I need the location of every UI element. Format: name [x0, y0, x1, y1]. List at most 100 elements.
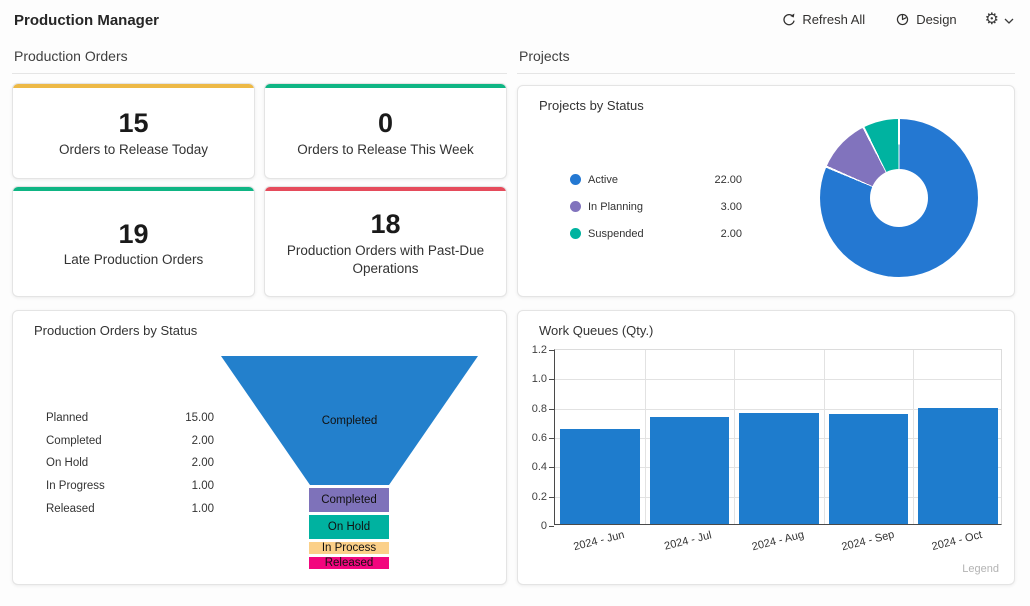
- bar-chart-plot: 1.2 1.0 0.8 0.6 0.4 0.2 0: [532, 344, 1002, 532]
- design-label: Design: [916, 12, 957, 27]
- legend-dot: [570, 228, 581, 239]
- projects-by-status-title: Projects by Status: [539, 98, 644, 113]
- x-tick-label: 2024 - Jul: [663, 529, 714, 553]
- kpi-label: Orders to Release This Week: [297, 141, 474, 157]
- gear-icon: ⚙: [984, 10, 999, 28]
- y-tick: [549, 467, 554, 469]
- gridline: [913, 350, 915, 524]
- x-tick-label: 2024 - Oct: [930, 528, 984, 554]
- chart-bar-2024-jun[interactable]: [559, 428, 640, 524]
- y-tick: [549, 526, 554, 527]
- legend-item-suspended: Suspended 2.00: [570, 220, 742, 247]
- kpi-accent-bar: [265, 84, 506, 88]
- kpi-orders-to-release-today[interactable]: 15 Orders to Release Today: [12, 83, 255, 179]
- legend-value: 2.00: [191, 434, 214, 447]
- kpi-late-production-orders[interactable]: 19 Late Production Orders: [12, 186, 255, 297]
- bar-card-title: Work Queues (Qty.): [539, 323, 654, 338]
- funnel-top-shape: [221, 356, 478, 485]
- kpi-label: Production Orders with Past-Due Operatio…: [286, 243, 485, 277]
- kpi-value: 15: [118, 108, 149, 139]
- section-production-orders-label: Production Orders: [14, 48, 128, 64]
- legend-value: 15.00: [185, 412, 214, 425]
- chart-bar-2024-aug[interactable]: [739, 412, 819, 524]
- gridline: [823, 350, 825, 524]
- y-tick-label: 0.4: [531, 461, 547, 474]
- legend-value: 22.00: [714, 173, 742, 186]
- legend-value: 2.00: [191, 457, 214, 470]
- kpi-value: 18: [370, 209, 401, 240]
- chart-legend-note: Legend: [962, 563, 999, 575]
- funnel-bar-on-hold[interactable]: On Hold: [309, 515, 389, 539]
- section-projects-label: Projects: [519, 48, 570, 64]
- y-tick: [549, 496, 554, 498]
- x-tick-label: 2024 - Sep: [840, 528, 896, 554]
- y-tick-label: 0.8: [531, 402, 547, 415]
- design-button[interactable]: Design: [889, 8, 962, 31]
- funnel-bars: Completed On Hold In Process Released: [309, 488, 389, 569]
- section-projects: Projects: [517, 44, 1015, 74]
- kpi-value: 0: [377, 108, 394, 139]
- legend-value: 3.00: [720, 200, 742, 213]
- refresh-all-label: Refresh All: [802, 12, 866, 27]
- header: Production Manager Refresh All: [0, 0, 1030, 42]
- legend-dot: [570, 201, 581, 212]
- legend-label: In Progress: [46, 480, 105, 493]
- y-tick-label: 0: [540, 520, 547, 532]
- section-production-orders: Production Orders: [12, 44, 507, 74]
- funnel-bar-in-process[interactable]: In Process: [309, 542, 389, 554]
- work-queues-card: Work Queues (Qty.) 1.2 1.0 0.8 0.6 0.4 0.2 0 2…: [517, 310, 1015, 585]
- y-tick-label: 1.2: [531, 344, 547, 356]
- y-tick: [549, 379, 554, 381]
- header-actions: Refresh All Design ⚙: [775, 8, 1018, 31]
- chart-bar-2024-oct[interactable]: [918, 408, 999, 524]
- funnel-segment-label: Completed: [321, 415, 378, 427]
- legend-value: 1.00: [191, 480, 214, 493]
- legend-label: Active: [588, 173, 618, 186]
- legend-item-released: Released 1.00: [46, 497, 214, 520]
- y-tick: [549, 408, 554, 410]
- legend-item-active: Active 22.00: [570, 166, 742, 193]
- legend-item-planned: Planned 15.00: [46, 407, 214, 430]
- gridline: [644, 350, 646, 524]
- legend-label: Released: [46, 502, 95, 515]
- kpi-accent-bar: [265, 187, 506, 191]
- donut-chart[interactable]: [820, 119, 978, 277]
- legend-label: Planned: [46, 412, 89, 425]
- chart-bar-2024-sep[interactable]: [828, 414, 909, 524]
- chart-bar-2024-jul[interactable]: [649, 416, 730, 524]
- legend-item-on-hold: On Hold 2.00: [46, 452, 214, 475]
- funnel-segment-top[interactable]: Completed: [221, 356, 478, 485]
- y-tick-label: 0.6: [531, 432, 547, 444]
- gridline: [734, 350, 736, 524]
- legend-label: On Hold: [46, 457, 89, 470]
- legend-item-in-planning: In Planning 3.00: [570, 193, 742, 220]
- settings-menu-button[interactable]: ⚙: [981, 9, 1018, 31]
- x-tick-label: 2024 - Aug: [750, 528, 806, 554]
- funnel-chart: Completed Completed On Hold In Process Rele…: [221, 356, 478, 571]
- production-orders-by-status-card: Production Orders by Status Planned 15.0…: [12, 310, 507, 585]
- kpi-orders-to-release-this-week[interactable]: 0 Orders to Release This Week: [264, 83, 507, 179]
- donut-hole: [870, 169, 928, 227]
- legend-label: In Planning: [588, 200, 644, 213]
- legend-dot: [570, 174, 581, 185]
- x-tick-label: 2024 - Jun: [572, 528, 626, 554]
- projects-by-status-card: Projects by Status Active 22.00 In Plann…: [517, 85, 1015, 297]
- kpi-accent-bar: [13, 84, 254, 88]
- refresh-all-button[interactable]: Refresh All: [775, 8, 871, 31]
- gridline: [555, 379, 1001, 381]
- page-title: Production Manager: [14, 12, 160, 29]
- funnel-bar-released[interactable]: Released: [309, 557, 389, 569]
- y-tick-label: 1.0: [531, 373, 547, 386]
- chevron-down-icon: [1004, 11, 1014, 29]
- y-tick: [549, 438, 554, 439]
- kpi-value: 19: [118, 218, 149, 249]
- y-tick: [549, 350, 554, 351]
- legend-label: Suspended: [588, 227, 644, 240]
- legend-value: 1.00: [191, 502, 214, 515]
- kpi-past-due-operations[interactable]: 18 Production Orders with Past-Due Opera…: [264, 186, 507, 297]
- design-icon: [895, 12, 910, 27]
- kpi-label: Orders to Release Today: [58, 141, 209, 157]
- funnel-bar-completed[interactable]: Completed: [309, 488, 389, 512]
- kpi-label: Late Production Orders: [63, 252, 204, 268]
